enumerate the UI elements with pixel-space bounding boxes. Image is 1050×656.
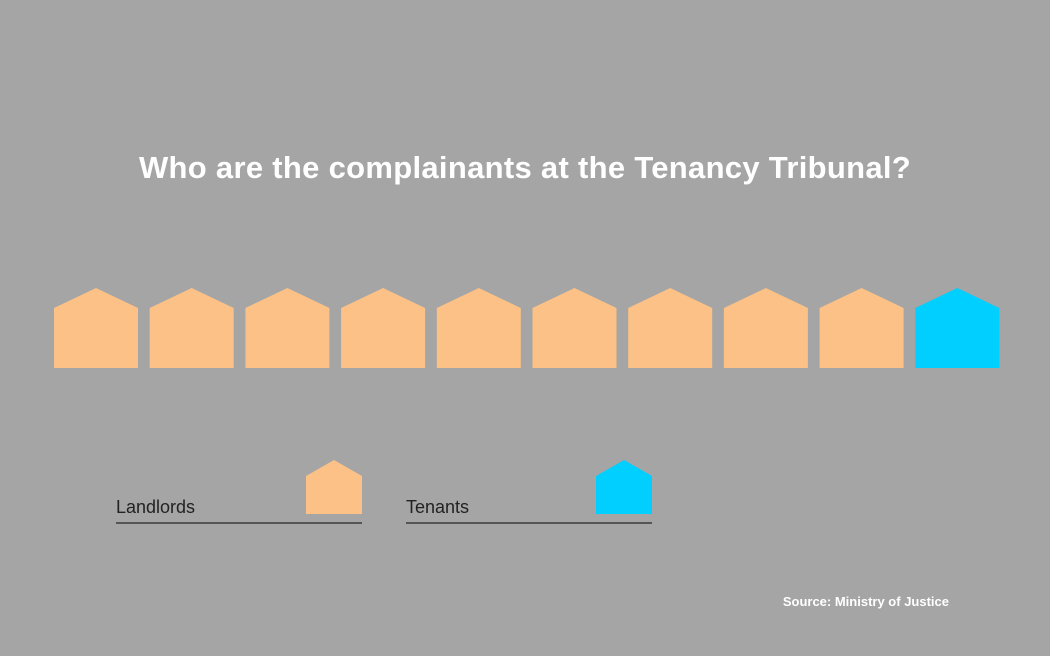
house-icon-landlords <box>723 288 808 368</box>
house-icon-landlords <box>54 288 138 368</box>
house-icon-landlords <box>819 288 904 368</box>
legend-item-landlords: Landlords <box>116 456 362 524</box>
source-note: Source: Ministry of Justice <box>782 594 949 609</box>
house-icon-landlords <box>149 288 234 368</box>
legend-item-tenants: Tenants <box>406 456 652 524</box>
legend-label-tenants: Tenants <box>406 497 470 517</box>
pictogram-houses <box>54 288 1000 368</box>
house-icon-landlords <box>628 288 713 368</box>
house-icon-landlords <box>245 288 330 368</box>
legend-underline <box>406 522 652 524</box>
house-icon-landlords <box>341 288 426 368</box>
legend-house-icon-landlords <box>306 460 362 514</box>
house-icon-landlords <box>436 288 521 368</box>
legend-house-icon-tenants <box>596 460 652 514</box>
house-icon-tenants <box>915 288 1000 368</box>
house-icon-landlords <box>532 288 617 368</box>
legend-label-landlords: Landlords <box>116 497 196 517</box>
legend-underline <box>116 522 362 524</box>
chart-title: Who are the complainants at the Tenancy … <box>138 150 912 185</box>
